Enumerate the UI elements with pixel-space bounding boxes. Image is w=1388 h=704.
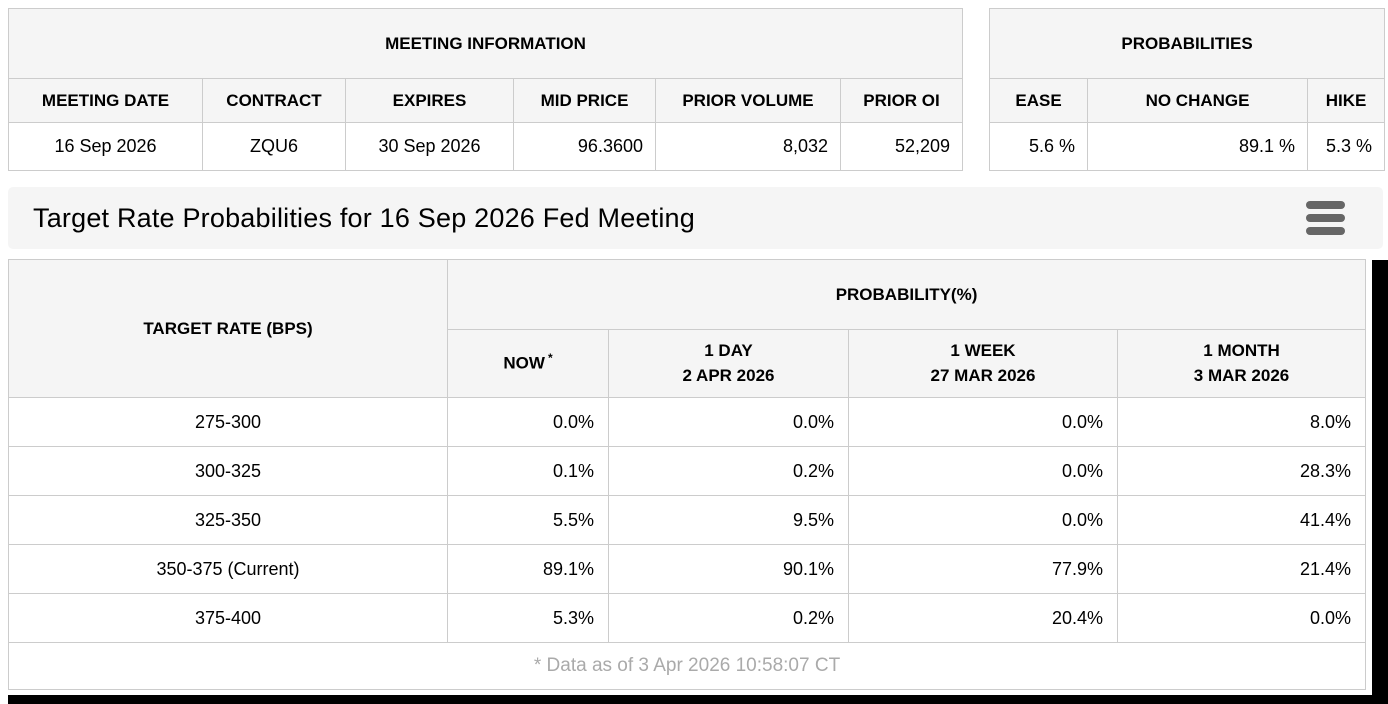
col-header-now: NOW * (447, 329, 609, 398)
period-label: 1 MONTH (1203, 340, 1280, 360)
section-title-bar: Target Rate Probabilities for 16 Sep 202… (8, 187, 1383, 249)
no-change-value: 89.1 % (1087, 122, 1309, 171)
hamburger-bar (1306, 227, 1345, 235)
col-header-1-month: 1 MONTH 3 MAR 2026 (1116, 329, 1367, 398)
col-header-target-rate: TARGET RATE (BPS) (8, 259, 448, 398)
col-header-prior-volume: PRIOR VOLUME (655, 78, 841, 123)
col-header-hike: HIKE (1307, 78, 1386, 123)
col-header-contract: CONTRACT (202, 78, 346, 123)
day-probability-cell: 0.0% (608, 397, 849, 447)
col-header-no-change: NO CHANGE (1087, 78, 1309, 123)
day-probability-cell: 90.1% (608, 544, 849, 594)
col-header-meeting-date: MEETING DATE (8, 78, 203, 123)
week-probability-cell: 0.0% (848, 446, 1118, 496)
expires-value: 30 Sep 2026 (345, 122, 514, 171)
month-probability-cell: 0.0% (1116, 593, 1367, 643)
hike-value: 5.3 % (1307, 122, 1386, 171)
footnote-marker: * (547, 351, 553, 366)
period-date: 2 APR 2026 (682, 365, 775, 385)
target-rate-cell-current: 350-375 (Current) (8, 544, 448, 594)
probability-group-header: PROBABILITY(%) (446, 259, 1367, 330)
col-header-mid-price: MID PRICE (513, 78, 656, 123)
table-row: 350-375 (Current) 89.1% 90.1% 77.9% 21.4… (8, 544, 1367, 594)
month-probability-cell: 28.3% (1116, 446, 1367, 496)
top-summary-row: MEETING INFORMATION MEETING DATE CONTRAC… (7, 8, 1388, 171)
meeting-information-table: MEETING INFORMATION MEETING DATE CONTRAC… (7, 8, 964, 171)
probabilities-row: 5.6 % 89.1 % 5.3 % (989, 122, 1386, 171)
table-row: 275-300 0.0% 0.0% 0.0% 8.0% (8, 397, 1367, 447)
week-probability-cell: 0.0% (848, 495, 1118, 545)
hamburger-bar (1306, 214, 1345, 222)
day-probability-cell: 0.2% (608, 593, 849, 643)
month-probability-cell: 21.4% (1116, 544, 1367, 594)
mid-price-value: 96.3600 (513, 122, 656, 171)
vertical-scrollbar[interactable] (1372, 260, 1388, 704)
now-probability-cell: 5.3% (447, 593, 609, 643)
ease-value: 5.6 % (989, 122, 1089, 171)
col-header-1-week: 1 WEEK 27 MAR 2026 (848, 329, 1118, 398)
target-rate-probabilities-table: TARGET RATE (BPS) PROBABILITY(%) NOW * 1 … (7, 259, 1367, 690)
table-row: 300-325 0.1% 0.2% 0.0% 28.3% (8, 446, 1367, 496)
page-title: Target Rate Probabilities for 16 Sep 202… (33, 202, 695, 233)
period-date: 27 MAR 2026 (930, 365, 1036, 385)
table-row: 325-350 5.5% 9.5% 0.0% 41.4% (8, 495, 1367, 545)
horizontal-scrollbar[interactable] (8, 695, 1388, 704)
contract-value: ZQU6 (202, 122, 346, 171)
period-date: 3 MAR 2026 (1193, 365, 1290, 385)
meeting-information-row: 16 Sep 2026 ZQU6 30 Sep 2026 96.3600 8,0… (8, 122, 964, 171)
table-row: 375-400 5.3% 0.2% 20.4% 0.0% (8, 593, 1367, 643)
hamburger-menu-icon[interactable] (1306, 194, 1345, 242)
prior-volume-value: 8,032 (655, 122, 841, 171)
col-header-expires: EXPIRES (345, 78, 514, 123)
meeting-date-value: 16 Sep 2026 (8, 122, 203, 171)
period-label: 1 WEEK (950, 340, 1016, 360)
col-header-1-day: 1 DAY 2 APR 2026 (608, 329, 849, 398)
now-probability-cell: 0.1% (447, 446, 609, 496)
target-rate-cell: 300-325 (8, 446, 448, 496)
meeting-information-title: MEETING INFORMATION (7, 8, 964, 79)
month-probability-cell: 8.0% (1116, 397, 1367, 447)
probabilities-summary-table: PROBABILITIES EASE NO CHANGE HIKE 5.6 % … (989, 8, 1386, 171)
period-header-row: NOW * 1 DAY 2 APR 2026 1 WEEK 27 MAR 2026 1… (9, 329, 1367, 398)
col-header-ease: EASE (989, 78, 1089, 123)
week-probability-cell: 77.9% (848, 544, 1118, 594)
day-probability-cell: 9.5% (608, 495, 849, 545)
hamburger-bar (1306, 201, 1345, 209)
week-probability-cell: 20.4% (848, 593, 1118, 643)
now-probability-cell: 0.0% (447, 397, 609, 447)
probabilities-header-row: EASE NO CHANGE HIKE (989, 78, 1386, 123)
target-rate-cell: 275-300 (8, 397, 448, 447)
week-probability-cell: 0.0% (848, 397, 1118, 447)
col-header-prior-oi: PRIOR OI (839, 78, 964, 123)
now-probability-cell: 5.5% (447, 495, 609, 545)
prior-oi-value: 52,209 (839, 122, 964, 171)
month-probability-cell: 41.4% (1116, 495, 1367, 545)
now-probability-cell: 89.1% (447, 544, 609, 594)
day-probability-cell: 0.2% (608, 446, 849, 496)
period-label: 1 DAY (704, 340, 753, 360)
probabilities-title: PROBABILITIES (989, 8, 1386, 79)
target-rate-cell: 375-400 (8, 593, 448, 643)
data-as-of-footnote: * Data as of 3 Apr 2026 10:58:07 CT (7, 642, 1367, 690)
target-rate-cell: 325-350 (8, 495, 448, 545)
meeting-information-header-row: MEETING DATE CONTRACT EXPIRES MID PRICE … (8, 78, 964, 123)
period-label: NOW (503, 354, 545, 373)
